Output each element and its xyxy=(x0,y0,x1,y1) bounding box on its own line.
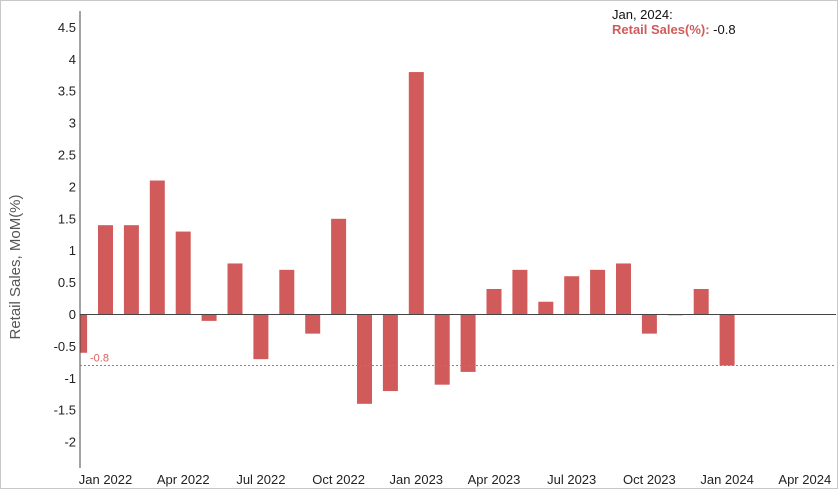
x-axis-ticks: Jan 2022 Apr 2022 Jul 2022 Oct 2022 Jan 2023… xyxy=(79,472,831,487)
x-tick-label: Apr 2022 xyxy=(157,472,210,487)
bar[interactable] xyxy=(486,288,502,315)
axes xyxy=(79,11,836,468)
y-tick-label: 3 xyxy=(69,116,76,131)
bar[interactable] xyxy=(590,269,606,315)
tooltip-separator: : xyxy=(705,22,710,37)
y-tick-label: -0.5 xyxy=(54,339,76,354)
bar-series xyxy=(80,72,735,404)
bar[interactable] xyxy=(693,288,709,315)
x-tick-label: Jan 2023 xyxy=(390,472,444,487)
y-tick-label: -1 xyxy=(64,371,76,386)
x-tick-label: Jul 2023 xyxy=(547,472,596,487)
reference-line-label: -0.8 xyxy=(90,353,109,365)
y-tick-label: 1.5 xyxy=(58,211,76,226)
bar[interactable] xyxy=(149,180,165,315)
y-axis-label: Retail Sales, MoM(%) xyxy=(7,194,24,339)
y-tick-label: 1 xyxy=(69,243,76,258)
bar[interactable] xyxy=(201,314,217,321)
x-tick-label: Jul 2022 xyxy=(236,472,285,487)
tooltip-value-row: Retail Sales(%): -0.8 xyxy=(612,22,736,37)
y-axis-ticks: 4.5 4 3.5 3 2.5 2 1.5 1 0.5 0 -0.5 -1 -1.5 -2 xyxy=(54,20,76,450)
y-tick-label: 0.5 xyxy=(58,275,76,290)
y-tick-label: 4 xyxy=(69,52,76,67)
x-tick-label: Oct 2023 xyxy=(623,472,676,487)
bar[interactable] xyxy=(123,225,139,315)
y-tick-label: 2 xyxy=(69,179,76,194)
bar[interactable] xyxy=(382,314,398,392)
y-tick-label: 2.5 xyxy=(58,148,76,163)
bar[interactable] xyxy=(175,231,191,315)
x-tick-label: Oct 2022 xyxy=(312,472,365,487)
reference-line: -0.8 xyxy=(80,353,836,367)
x-tick-label: Apr 2023 xyxy=(468,472,521,487)
y-tick-label: 3.5 xyxy=(58,84,76,99)
bar[interactable] xyxy=(641,314,657,334)
y-tick-label: 0 xyxy=(69,307,76,322)
bar[interactable] xyxy=(616,263,631,315)
y-tick-label: -1.5 xyxy=(54,403,76,418)
x-tick-label: Apr 2024 xyxy=(778,472,831,487)
bar[interactable] xyxy=(253,314,269,360)
tooltip-series-label: Retail Sales(%) xyxy=(612,22,706,37)
bar[interactable] xyxy=(80,314,88,353)
x-tick-label: Jan 2022 xyxy=(79,472,133,487)
x-tick-label: Jan 2024 xyxy=(700,472,754,487)
bar[interactable] xyxy=(279,269,295,315)
hover-tooltip: Jan, 2024: Retail Sales(%): -0.8 xyxy=(612,7,736,37)
bar[interactable] xyxy=(408,72,424,315)
tooltip-date: Jan, 2024: xyxy=(612,7,673,22)
bar[interactable] xyxy=(564,276,580,315)
bar[interactable] xyxy=(357,314,372,404)
bar[interactable] xyxy=(460,314,476,372)
bar[interactable] xyxy=(434,314,450,385)
bar[interactable] xyxy=(512,269,528,315)
tooltip-value: -0.8 xyxy=(713,22,736,37)
bar[interactable] xyxy=(331,218,347,315)
bar[interactable] xyxy=(305,314,321,334)
y-tick-label: 4.5 xyxy=(58,20,76,35)
bar[interactable] xyxy=(719,314,735,366)
bar[interactable] xyxy=(227,263,243,315)
bar[interactable] xyxy=(98,225,113,315)
bar[interactable] xyxy=(538,301,554,315)
y-tick-label: -2 xyxy=(64,435,76,450)
